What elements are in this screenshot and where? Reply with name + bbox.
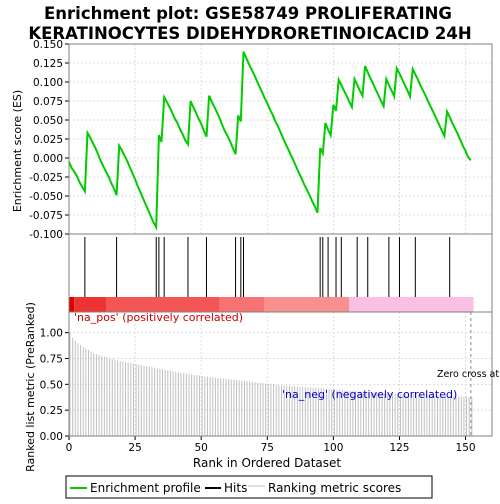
es-tick-label: 0.125 bbox=[33, 58, 63, 70]
rank-y-tick-label: 1.00 bbox=[40, 328, 63, 340]
legend: Enrichment profile Hits Ranking metric s… bbox=[65, 475, 433, 499]
rank-panel: 0.00 0.25 0.50 0.75 1.00 0 25 50 75 100 125 150 'n… bbox=[24, 302, 500, 472]
es-tick-label: 0.075 bbox=[33, 96, 63, 108]
legend-box bbox=[65, 475, 433, 499]
chart-title-line-2: KERATINOCYTES DIDEHYDRORETINOICACID 24H bbox=[28, 24, 471, 43]
zero-cross-label: Zero cross at 152 bbox=[437, 369, 500, 380]
colorbar-segment bbox=[106, 297, 220, 312]
rank-x-tick-label: 50 bbox=[195, 442, 208, 454]
legend-enrichment-label: Enrichment profile bbox=[90, 481, 201, 495]
es-y-ticks: -0.100 -0.075 -0.050 -0.025 0.000 0.025 0.050 0… bbox=[29, 39, 69, 241]
pos-correlated-label: 'na_pos' (positively correlated) bbox=[74, 311, 243, 324]
rank-x-axis-label: Rank in Ordered Dataset bbox=[193, 456, 341, 470]
chart-title-line-1: Enrichment plot: GSE58749 PROLIFERATING bbox=[44, 4, 452, 23]
rank-x-tick-label: 25 bbox=[128, 442, 141, 454]
rank-y-tick-label: 0.00 bbox=[40, 431, 63, 443]
neg-correlated-label: 'na_neg' (negatively correlated) bbox=[282, 388, 457, 401]
es-tick-label: 0.000 bbox=[33, 153, 63, 165]
rank-x-tick-label: 0 bbox=[66, 442, 73, 454]
legend-ranking-label: Ranking metric scores bbox=[268, 481, 401, 495]
rank-x-ticks: 0 25 50 75 100 125 150 bbox=[66, 436, 476, 454]
rank-y-axis-label: Ranked list metric (PreRanked) bbox=[24, 302, 37, 472]
es-tick-label: -0.100 bbox=[29, 229, 63, 241]
rank-x-tick-label: 150 bbox=[456, 442, 476, 454]
colorbar-segment bbox=[219, 297, 265, 312]
es-tick-label: 0.150 bbox=[33, 39, 63, 51]
legend-hits-label: Hits bbox=[224, 481, 247, 495]
rank-x-tick-label: 100 bbox=[323, 442, 343, 454]
rank-y-tick-label: 0.25 bbox=[40, 405, 63, 417]
hit-lines bbox=[84, 237, 451, 297]
rank-x-tick-label: 75 bbox=[261, 442, 274, 454]
es-y-axis-label: Enrichment score (ES) bbox=[11, 90, 24, 212]
rank-y-ticks: 0.00 0.25 0.50 0.75 1.00 bbox=[40, 328, 69, 443]
ranking-colorbar bbox=[69, 297, 474, 312]
colorbar-segment bbox=[264, 297, 350, 312]
es-tick-label: -0.025 bbox=[29, 172, 63, 184]
rank-y-tick-label: 0.50 bbox=[40, 379, 63, 391]
es-tick-label: -0.050 bbox=[29, 191, 63, 203]
enrichment-profile-line bbox=[68, 51, 472, 231]
colorbar-segment bbox=[74, 297, 107, 312]
es-tick-label: 0.050 bbox=[33, 115, 63, 127]
colorbar-segment bbox=[69, 297, 75, 312]
es-tick-label: -0.075 bbox=[29, 210, 63, 222]
rank-grid bbox=[68, 312, 492, 437]
rank-x-tick-label: 125 bbox=[389, 442, 409, 454]
rank-y-tick-label: 0.75 bbox=[40, 354, 63, 366]
es-tick-label: 0.100 bbox=[33, 77, 63, 89]
es-tick-label: 0.025 bbox=[33, 134, 63, 146]
colorbar-segment bbox=[349, 297, 474, 312]
es-panel: -0.100 -0.075 -0.050 -0.025 0.000 0.025 0.050 0… bbox=[11, 39, 493, 241]
hits-panel bbox=[68, 233, 493, 313]
es-plot-area bbox=[69, 44, 492, 234]
rank-frame bbox=[68, 311, 493, 437]
ranking-metric-bars bbox=[69, 332, 473, 436]
